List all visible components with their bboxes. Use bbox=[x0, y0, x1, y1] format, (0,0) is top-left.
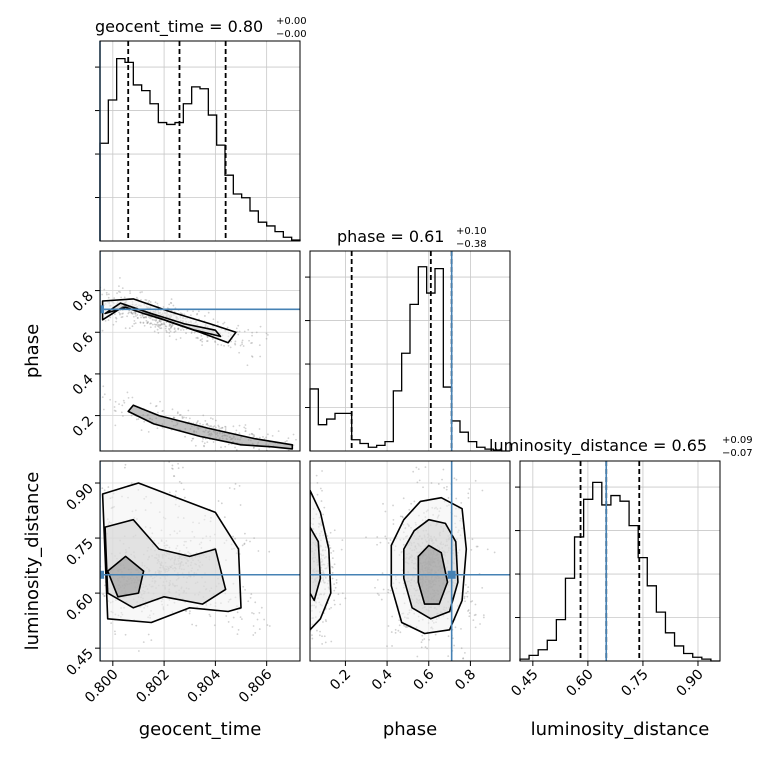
svg-text:geocent_time = 0.80: geocent_time = 0.80 bbox=[95, 17, 263, 37]
svg-text:+0.09: +0.09 bbox=[722, 435, 753, 446]
hist-panel-geocent-time bbox=[95, 40, 301, 242]
panel-frame bbox=[309, 250, 511, 452]
svg-text:+0.00: +0.00 bbox=[276, 16, 307, 27]
x-tick-label: 0.4 bbox=[369, 666, 396, 693]
density-panel-phase-vs-geocent-time bbox=[99, 250, 301, 452]
panel-frame bbox=[309, 460, 511, 662]
injection-marker bbox=[100, 570, 104, 579]
svg-text:−0.38: −0.38 bbox=[456, 239, 487, 250]
ylabel-luminosity-distance: luminosity_distance bbox=[22, 472, 43, 651]
y-tick-label: 0.8 bbox=[70, 288, 97, 315]
y-tick-label: 0.60 bbox=[63, 591, 96, 624]
panel-frame bbox=[99, 250, 301, 452]
density-panel-luminosity-distance-vs-phase bbox=[309, 460, 511, 662]
y-tick-label: 0.6 bbox=[70, 330, 97, 357]
x-tick-label: 0.45 bbox=[508, 667, 541, 700]
svg-text:luminosity_distance = 0.65: luminosity_distance = 0.65 bbox=[489, 436, 707, 456]
panel-frame bbox=[99, 460, 301, 662]
svg-text:−0.00: −0.00 bbox=[276, 29, 307, 40]
x-tick-label: 0.802 bbox=[133, 667, 173, 707]
x-tick-label: 0.90 bbox=[673, 667, 706, 700]
title-geocent-time: geocent_time = 0.80 +0.00 −0.00 bbox=[95, 16, 307, 40]
y-tick-label: 0.2 bbox=[70, 413, 97, 440]
y-tick-label: 0.90 bbox=[63, 481, 96, 514]
x-tick-label: 0.800 bbox=[82, 667, 122, 707]
y-tick-label: 0.45 bbox=[63, 646, 96, 679]
panel-frame bbox=[519, 460, 721, 662]
ylabel-phase: phase bbox=[22, 324, 43, 378]
x-tick-label: 0.2 bbox=[327, 667, 354, 694]
x-tick-label: 0.8 bbox=[452, 667, 479, 694]
density-panel-luminosity-distance-vs-geocent-time bbox=[99, 460, 301, 662]
histogram-step bbox=[99, 57, 301, 241]
injection-marker bbox=[447, 570, 456, 579]
x-tick-label: 0.60 bbox=[563, 667, 596, 700]
svg-text:−0.07: −0.07 bbox=[722, 448, 753, 459]
x-tick-label: 0.6 bbox=[411, 666, 438, 693]
x-tick-label: 0.804 bbox=[185, 666, 225, 706]
xlabel-phase: phase bbox=[383, 719, 437, 740]
contour-line bbox=[310, 526, 322, 602]
title-phase: phase = 0.61 +0.10 −0.38 bbox=[337, 226, 487, 250]
histogram-step bbox=[519, 481, 720, 662]
y-tick-label: 0.4 bbox=[70, 371, 97, 398]
hist-panel-phase bbox=[305, 250, 511, 452]
histogram-step bbox=[309, 266, 510, 452]
injection-marker bbox=[100, 305, 104, 314]
xlabel-geocent-time: geocent_time bbox=[139, 719, 262, 740]
x-tick-label: 0.75 bbox=[618, 667, 651, 700]
x-tick-label: 0.806 bbox=[236, 666, 276, 706]
svg-text:phase = 0.61: phase = 0.61 bbox=[337, 227, 444, 246]
contour-line bbox=[127, 404, 294, 450]
panel-frame bbox=[99, 40, 301, 242]
contour-line bbox=[106, 555, 145, 598]
svg-text:+0.10: +0.10 bbox=[456, 226, 487, 237]
xlabel-luminosity-distance: luminosity_distance bbox=[531, 719, 710, 740]
y-tick-label: 0.75 bbox=[63, 536, 96, 569]
title-luminosity-distance: luminosity_distance = 0.65 +0.09 −0.07 bbox=[489, 435, 753, 459]
hist-panel-luminosity-distance bbox=[515, 460, 721, 662]
